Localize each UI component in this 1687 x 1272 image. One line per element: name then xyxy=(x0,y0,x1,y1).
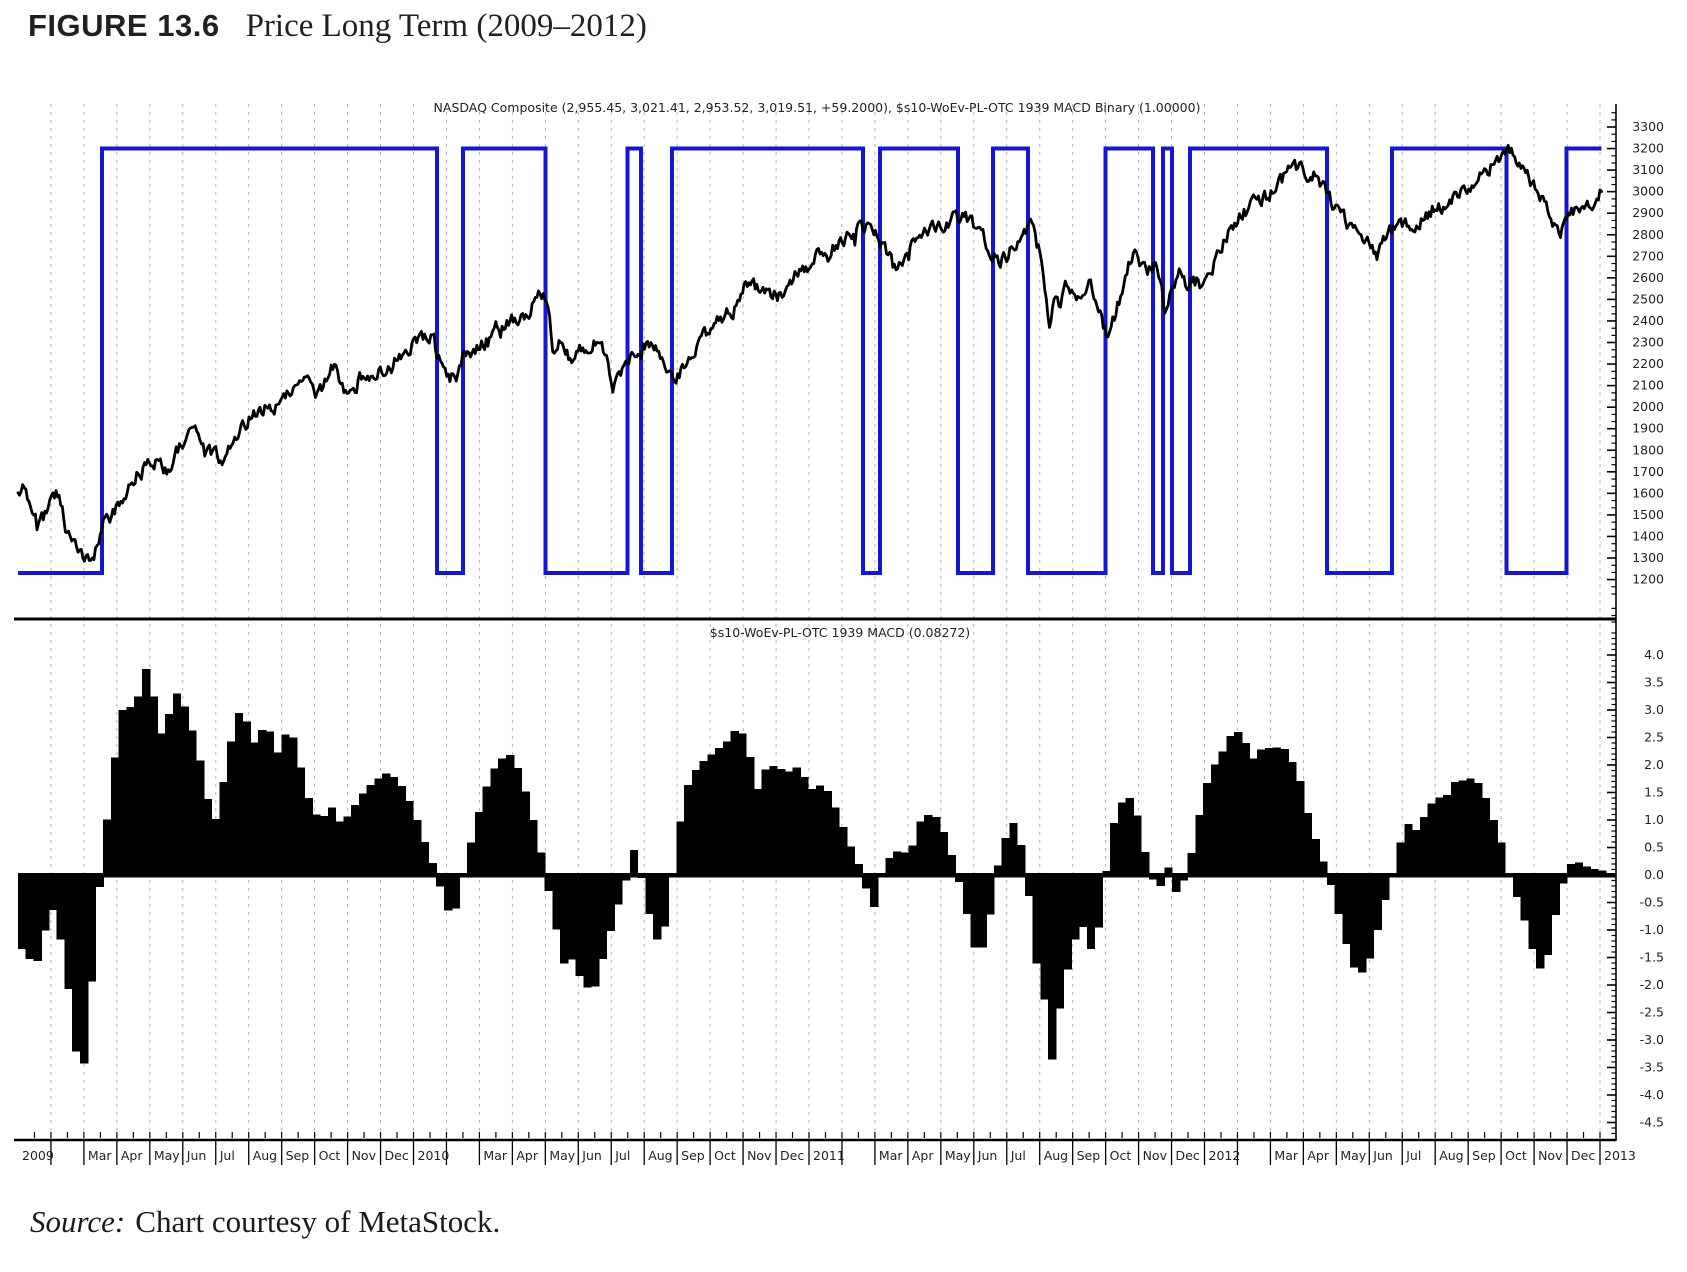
svg-text:Apr: Apr xyxy=(912,1148,934,1163)
svg-text:2700: 2700 xyxy=(1632,248,1664,263)
svg-text:-1.5: -1.5 xyxy=(1640,950,1664,965)
svg-text:Mar: Mar xyxy=(1274,1148,1298,1163)
svg-text:Sep: Sep xyxy=(1472,1148,1496,1163)
svg-text:Aug: Aug xyxy=(1044,1148,1068,1163)
svg-text:Jul: Jul xyxy=(1405,1148,1421,1163)
svg-text:-2.0: -2.0 xyxy=(1640,977,1664,992)
svg-text:Jul: Jul xyxy=(1010,1148,1026,1163)
svg-text:2200: 2200 xyxy=(1632,356,1664,371)
svg-text:2010: 2010 xyxy=(418,1148,450,1163)
figure-caption: FIGURE 13.6 Price Long Term (2009–2012) xyxy=(28,8,647,45)
svg-text:Jun: Jun xyxy=(581,1148,602,1163)
svg-text:Nov: Nov xyxy=(1143,1148,1168,1163)
svg-text:May: May xyxy=(1340,1148,1366,1163)
svg-text:-1.0: -1.0 xyxy=(1640,922,1664,937)
svg-text:Dec: Dec xyxy=(1571,1148,1595,1163)
svg-text:$s10-WoEv-PL-OTC 1939 MACD (0.: $s10-WoEv-PL-OTC 1939 MACD (0.08272) xyxy=(710,625,970,640)
svg-text:3300: 3300 xyxy=(1632,119,1664,134)
svg-text:1200: 1200 xyxy=(1632,572,1664,587)
svg-text:-2.5: -2.5 xyxy=(1640,1005,1664,1020)
svg-text:2900: 2900 xyxy=(1632,205,1664,220)
svg-text:Mar: Mar xyxy=(483,1148,507,1163)
svg-text:2500: 2500 xyxy=(1632,291,1664,306)
svg-text:Aug: Aug xyxy=(648,1148,672,1163)
svg-text:Oct: Oct xyxy=(1505,1148,1527,1163)
svg-text:2012: 2012 xyxy=(1209,1148,1241,1163)
svg-text:-3.0: -3.0 xyxy=(1640,1032,1664,1047)
svg-text:Dec: Dec xyxy=(1176,1148,1200,1163)
svg-text:3100: 3100 xyxy=(1632,162,1664,177)
svg-text:Nov: Nov xyxy=(352,1148,377,1163)
svg-text:2000: 2000 xyxy=(1632,399,1664,414)
svg-text:3000: 3000 xyxy=(1632,184,1664,199)
svg-text:2.5: 2.5 xyxy=(1644,730,1664,745)
svg-text:1700: 1700 xyxy=(1632,464,1664,479)
source-note: Source: Chart courtesy of MetaStock. xyxy=(30,1204,500,1240)
svg-text:-0.5: -0.5 xyxy=(1640,895,1664,910)
svg-text:Apr: Apr xyxy=(516,1148,538,1163)
svg-text:Nov: Nov xyxy=(747,1148,772,1163)
svg-text:2300: 2300 xyxy=(1632,335,1664,350)
svg-text:Jun: Jun xyxy=(977,1148,998,1163)
svg-text:Sep: Sep xyxy=(1077,1148,1101,1163)
source-text: Chart courtesy of MetaStock. xyxy=(135,1204,501,1239)
svg-text:Sep: Sep xyxy=(681,1148,705,1163)
svg-text:Jul: Jul xyxy=(614,1148,630,1163)
svg-text:Aug: Aug xyxy=(1439,1148,1463,1163)
svg-text:-4.5: -4.5 xyxy=(1640,1115,1664,1130)
svg-text:1500: 1500 xyxy=(1632,507,1664,522)
svg-text:Apr: Apr xyxy=(1307,1148,1329,1163)
svg-text:Mar: Mar xyxy=(88,1148,112,1163)
figure-label: FIGURE 13.6 xyxy=(28,8,220,43)
svg-text:2011: 2011 xyxy=(813,1148,845,1163)
svg-text:Oct: Oct xyxy=(319,1148,341,1163)
svg-text:3.0: 3.0 xyxy=(1644,702,1664,717)
svg-text:Jun: Jun xyxy=(186,1148,207,1163)
svg-text:Dec: Dec xyxy=(385,1148,409,1163)
svg-text:4.0: 4.0 xyxy=(1644,647,1664,662)
source-prefix: Source: xyxy=(30,1204,126,1239)
svg-text:2600: 2600 xyxy=(1632,270,1664,285)
svg-text:1300: 1300 xyxy=(1632,550,1664,565)
svg-text:0.0: 0.0 xyxy=(1644,867,1664,882)
svg-text:May: May xyxy=(945,1148,971,1163)
svg-text:Oct: Oct xyxy=(714,1148,736,1163)
svg-text:1600: 1600 xyxy=(1632,485,1664,500)
svg-text:1400: 1400 xyxy=(1632,528,1664,543)
svg-text:Apr: Apr xyxy=(121,1148,143,1163)
svg-text:May: May xyxy=(154,1148,180,1163)
svg-text:2013: 2013 xyxy=(1604,1148,1636,1163)
svg-text:3.5: 3.5 xyxy=(1644,675,1664,690)
svg-text:Aug: Aug xyxy=(253,1148,277,1163)
svg-text:1900: 1900 xyxy=(1632,421,1664,436)
svg-text:2009: 2009 xyxy=(22,1148,54,1163)
svg-text:Mar: Mar xyxy=(879,1148,903,1163)
svg-text:3200: 3200 xyxy=(1632,141,1664,156)
svg-text:2400: 2400 xyxy=(1632,313,1664,328)
svg-text:Sep: Sep xyxy=(286,1148,310,1163)
svg-text:1800: 1800 xyxy=(1632,442,1664,457)
svg-text:2800: 2800 xyxy=(1632,227,1664,242)
svg-text:1.5: 1.5 xyxy=(1644,785,1664,800)
svg-text:Jun: Jun xyxy=(1372,1148,1393,1163)
svg-text:NASDAQ Composite (2,955.45, 3,: NASDAQ Composite (2,955.45, 3,021.41, 2,… xyxy=(434,100,1201,115)
svg-text:May: May xyxy=(549,1148,575,1163)
figure-title: Price Long Term (2009–2012) xyxy=(245,8,647,44)
svg-text:2100: 2100 xyxy=(1632,378,1664,393)
svg-text:Dec: Dec xyxy=(780,1148,804,1163)
svg-text:-3.5: -3.5 xyxy=(1640,1060,1664,1075)
svg-text:Nov: Nov xyxy=(1538,1148,1563,1163)
svg-text:0.5: 0.5 xyxy=(1644,840,1664,855)
svg-text:-4.0: -4.0 xyxy=(1640,1087,1664,1102)
svg-text:Jul: Jul xyxy=(219,1148,235,1163)
svg-text:2.0: 2.0 xyxy=(1644,757,1664,772)
svg-text:Oct: Oct xyxy=(1110,1148,1132,1163)
svg-text:1.0: 1.0 xyxy=(1644,812,1664,827)
